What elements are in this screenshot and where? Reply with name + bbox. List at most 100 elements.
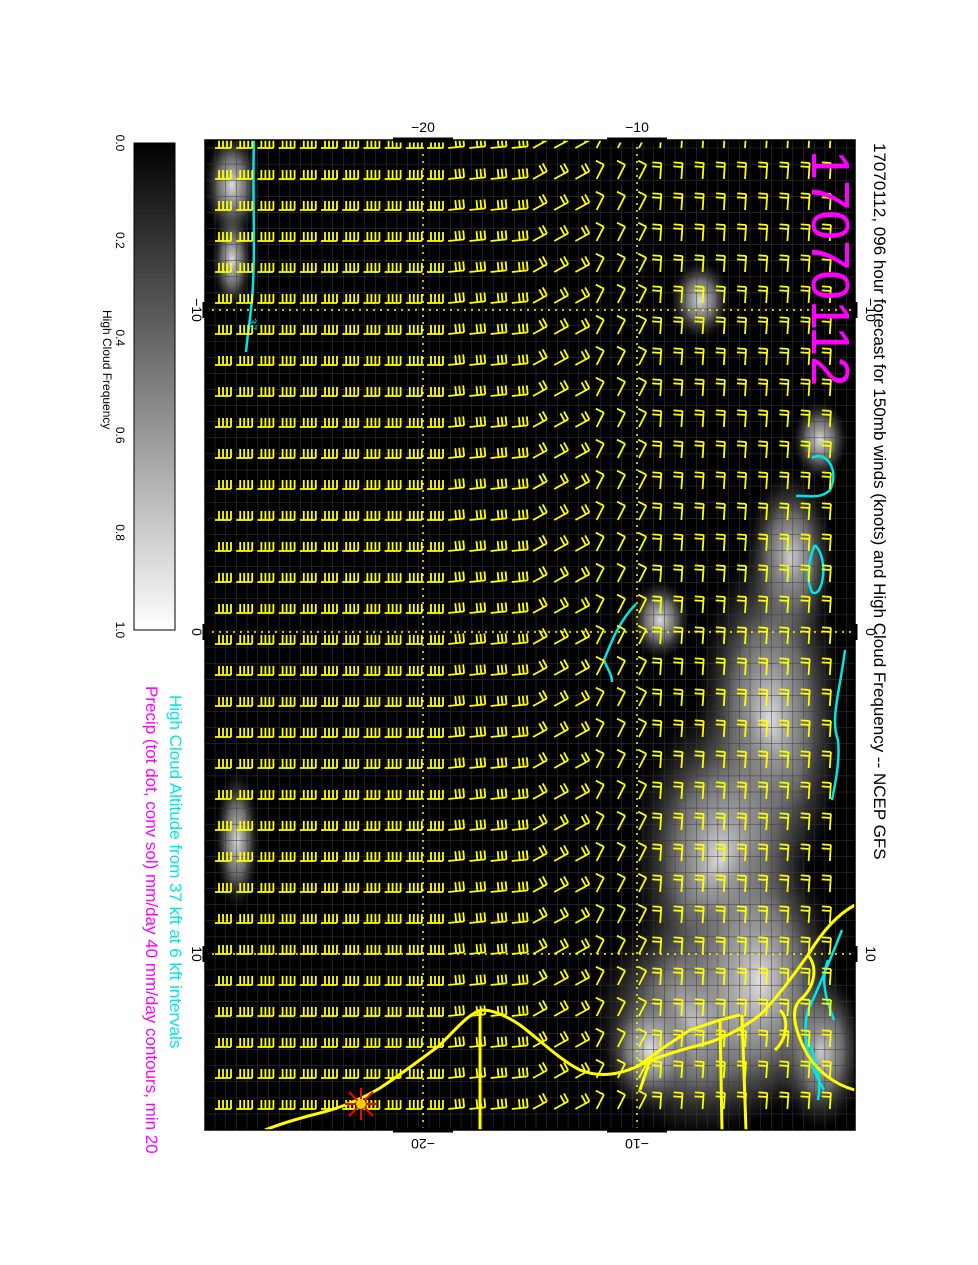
wind-barb xyxy=(215,418,232,428)
wind-barb xyxy=(828,140,832,149)
wind-barb xyxy=(652,688,663,707)
wind-barb xyxy=(616,314,626,335)
wind-barb xyxy=(321,945,338,955)
wind-barb xyxy=(278,449,296,459)
wind-barb xyxy=(673,998,684,1017)
wind-barb xyxy=(652,502,663,521)
wind-barb xyxy=(342,604,360,614)
wind-barb xyxy=(511,447,529,459)
wind-barb xyxy=(278,945,296,955)
wind-barb xyxy=(694,409,705,428)
wind-barb xyxy=(321,759,338,769)
wind-barb xyxy=(715,719,726,738)
wind-barb xyxy=(821,316,832,335)
wind-barb xyxy=(427,635,444,645)
wind-barb xyxy=(715,936,726,955)
wind-barb xyxy=(595,810,605,831)
wind-barb xyxy=(652,347,663,366)
wind-barb xyxy=(821,688,832,707)
wind-barb xyxy=(694,1060,705,1079)
wind-barb xyxy=(490,447,508,459)
wind-barb xyxy=(278,697,296,707)
wind-barb xyxy=(257,201,275,211)
wind-barb xyxy=(363,883,381,893)
wind-barb xyxy=(637,965,648,986)
wind-barb xyxy=(511,881,529,893)
cloud-patch xyxy=(792,400,848,480)
wind-barb xyxy=(448,478,465,490)
wind-barb xyxy=(448,1098,465,1110)
wind-barb xyxy=(574,937,591,955)
wind-barb xyxy=(448,726,465,738)
wind-barb xyxy=(511,571,529,583)
wind-barb xyxy=(405,790,423,800)
wind-barb xyxy=(637,841,648,862)
wind-barb xyxy=(694,161,705,180)
wind-barb xyxy=(715,781,726,800)
wind-barb xyxy=(637,376,648,397)
wind-barb xyxy=(299,356,317,366)
wind-barb xyxy=(758,967,769,986)
wind-barb xyxy=(363,1069,381,1079)
wind-barb xyxy=(715,967,726,986)
wind-barb xyxy=(384,976,402,986)
wind-barb xyxy=(278,1038,296,1048)
wind-barb xyxy=(821,967,832,986)
wind-barb xyxy=(800,161,811,180)
wind-barb xyxy=(532,441,548,459)
wind-barb xyxy=(715,223,726,242)
wind-barb xyxy=(257,945,275,955)
wind-barb xyxy=(532,658,548,676)
wind-barb xyxy=(736,223,747,242)
wind-barb xyxy=(321,449,338,459)
colorbar-tick-label: 0.6 xyxy=(113,427,127,444)
wind-barb xyxy=(405,201,423,211)
frame-tick-bars xyxy=(202,137,858,1133)
wind-barb xyxy=(405,418,423,428)
wind-barb xyxy=(511,292,529,304)
wind-barb xyxy=(616,500,626,521)
wind-barb xyxy=(236,140,254,149)
wind-barb xyxy=(299,140,317,149)
wind-barb xyxy=(342,170,360,180)
wind-barb xyxy=(736,843,747,862)
wind-barb xyxy=(652,967,663,986)
wind-barb xyxy=(694,626,705,645)
wind-barb xyxy=(736,657,747,676)
cloud-patch xyxy=(212,210,252,310)
wind-barb xyxy=(758,1091,769,1110)
wind-barb xyxy=(616,531,626,552)
wind-barb xyxy=(553,937,569,955)
wind-barb xyxy=(215,697,232,707)
wind-barb xyxy=(405,1069,423,1079)
wind-barb xyxy=(321,883,338,893)
wind-barb xyxy=(786,140,789,149)
wind-barb xyxy=(363,1007,381,1017)
wind-barb xyxy=(821,533,832,552)
wind-barb xyxy=(616,655,626,676)
wind-barb xyxy=(405,976,423,986)
wind-barb xyxy=(758,192,769,211)
wind-barb xyxy=(427,201,444,211)
wind-barb xyxy=(469,1005,487,1017)
wind-barb xyxy=(215,976,232,986)
wind-barb xyxy=(321,821,338,831)
wind-barb xyxy=(694,998,705,1017)
wind-barb xyxy=(384,821,402,831)
wind-barb xyxy=(800,223,811,242)
wind-barb xyxy=(215,604,232,614)
wind-barbs xyxy=(215,140,832,1110)
wind-barb xyxy=(553,348,569,366)
wind-barb xyxy=(758,440,769,459)
wind-barb xyxy=(215,573,232,583)
wind-barb xyxy=(736,874,747,893)
wind-barb xyxy=(363,356,381,366)
wind-barb xyxy=(595,1058,605,1079)
wind-barb xyxy=(511,664,529,676)
wind-barb xyxy=(595,140,602,149)
wind-barb xyxy=(652,781,663,800)
wind-barb xyxy=(637,810,648,831)
wind-barb xyxy=(278,728,296,738)
wind-barb xyxy=(405,387,423,397)
wind-barb xyxy=(427,1069,444,1079)
